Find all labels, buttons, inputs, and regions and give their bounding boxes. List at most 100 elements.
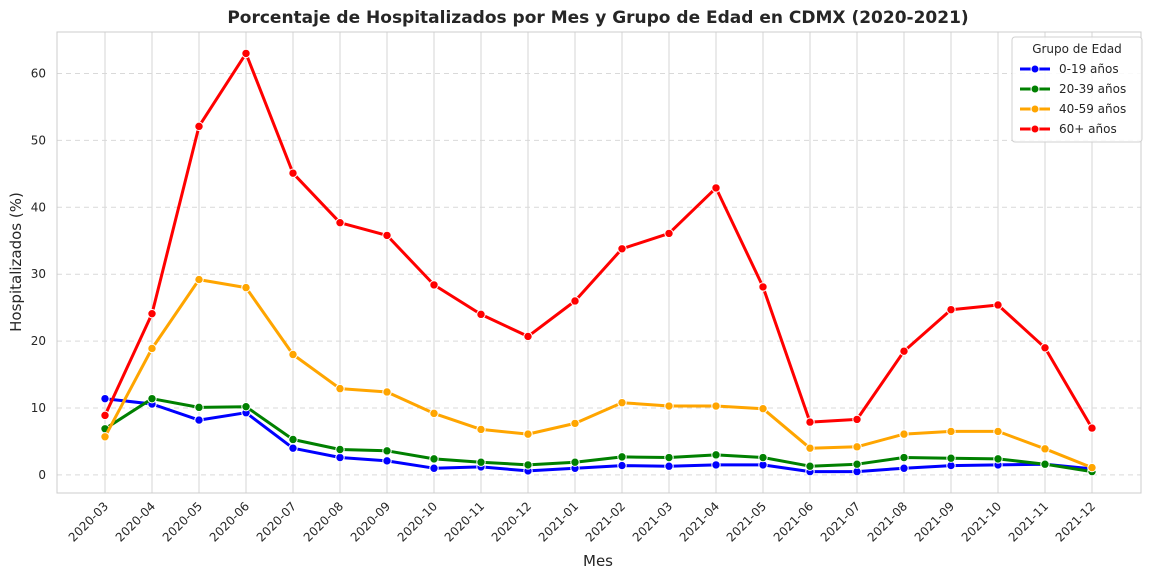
data-point (476, 424, 486, 435)
data-point (1040, 459, 1050, 469)
data-point (288, 443, 298, 453)
data-point (429, 463, 439, 473)
legend-swatch-marker (1030, 84, 1040, 94)
y-tick-label: 30 (31, 267, 46, 281)
legend-item: 40-59 años (1020, 102, 1126, 116)
y-tick-label: 60 (31, 66, 46, 80)
legend-item: 20-39 años (1020, 82, 1126, 96)
legend-swatch-marker (1030, 64, 1040, 74)
data-point (147, 393, 157, 404)
data-point (664, 461, 674, 471)
data-point (993, 300, 1003, 310)
series-line (103, 51, 1094, 429)
data-point (711, 460, 721, 470)
legend-item: 0-19 años (1020, 62, 1119, 76)
data-point (758, 452, 768, 463)
data-point (1087, 423, 1097, 433)
data-point (1040, 444, 1050, 454)
data-point (194, 402, 204, 413)
y-tick-label: 40 (31, 200, 46, 214)
data-point (899, 346, 909, 356)
data-point (100, 393, 110, 404)
data-point (241, 282, 251, 293)
data-point (617, 397, 627, 408)
data-point (946, 304, 956, 315)
data-point (993, 454, 1003, 464)
data-point (288, 168, 298, 178)
data-point (852, 414, 862, 425)
data-point (617, 460, 627, 471)
data-point (194, 274, 204, 285)
data-point (664, 228, 674, 239)
data-point (617, 452, 627, 462)
x-axis-label: Mes (583, 552, 613, 570)
data-point (664, 452, 674, 463)
data-point (523, 460, 533, 470)
chart-title: Porcentaje de Hospitalizados por Mes y G… (227, 8, 968, 28)
data-point (382, 230, 392, 241)
data-point (805, 417, 815, 427)
plot-area-frame (56, 31, 1142, 494)
data-point (288, 349, 298, 360)
data-point (805, 461, 815, 471)
data-point (147, 308, 157, 319)
data-point (335, 452, 345, 463)
data-point (147, 343, 157, 354)
data-point (288, 434, 298, 445)
grid (57, 32, 1141, 493)
legend-box (1011, 36, 1143, 143)
data-point (805, 443, 815, 453)
legend-label: 0-19 años (1059, 62, 1119, 76)
data-point (429, 408, 439, 419)
data-point (570, 418, 580, 429)
y-tick-label: 0 (38, 468, 46, 482)
data-point (711, 401, 721, 411)
data-point (523, 331, 533, 342)
y-tick-label: 20 (31, 334, 46, 348)
data-point (523, 429, 533, 439)
data-point (100, 410, 110, 421)
data-point (429, 280, 439, 290)
data-point (335, 444, 345, 455)
series-line (104, 397, 1093, 474)
data-point (946, 453, 956, 463)
data-point (100, 432, 110, 442)
series-1 (100, 393, 1097, 477)
series-2 (100, 274, 1097, 473)
series-layer (100, 48, 1097, 477)
data-point (382, 387, 392, 397)
legend-label: 40-59 años (1059, 102, 1126, 116)
data-point (711, 183, 721, 193)
data-point (617, 244, 627, 254)
y-tick-label: 10 (31, 401, 46, 415)
series-0 (100, 393, 1097, 477)
data-point (852, 442, 862, 452)
data-point (899, 463, 909, 473)
data-point (1087, 462, 1097, 473)
series-line (104, 397, 1093, 474)
data-point (852, 459, 862, 469)
legend-item: 60+ años (1020, 122, 1117, 136)
legend-swatch-marker (1030, 104, 1040, 114)
legend-label: 60+ años (1059, 122, 1117, 136)
y-tick-label: 50 (31, 133, 46, 147)
data-point (899, 429, 909, 439)
legend-title: Grupo de Edad (1032, 42, 1122, 56)
data-point (194, 121, 204, 132)
data-point (993, 426, 1003, 437)
data-point (711, 450, 721, 460)
data-point (758, 403, 768, 414)
data-point (570, 296, 580, 306)
legend-label: 20-39 años (1059, 82, 1126, 96)
legend: Grupo de Edad 0-19 años 20-39 años 40-59 a… (1011, 36, 1143, 143)
series-3 (100, 48, 1097, 433)
data-point (241, 48, 251, 59)
data-point (664, 401, 674, 411)
data-point (335, 383, 345, 394)
data-point (335, 217, 345, 228)
data-point (476, 309, 486, 320)
data-point (946, 426, 956, 437)
data-point (429, 454, 439, 464)
series-line (103, 278, 1093, 469)
